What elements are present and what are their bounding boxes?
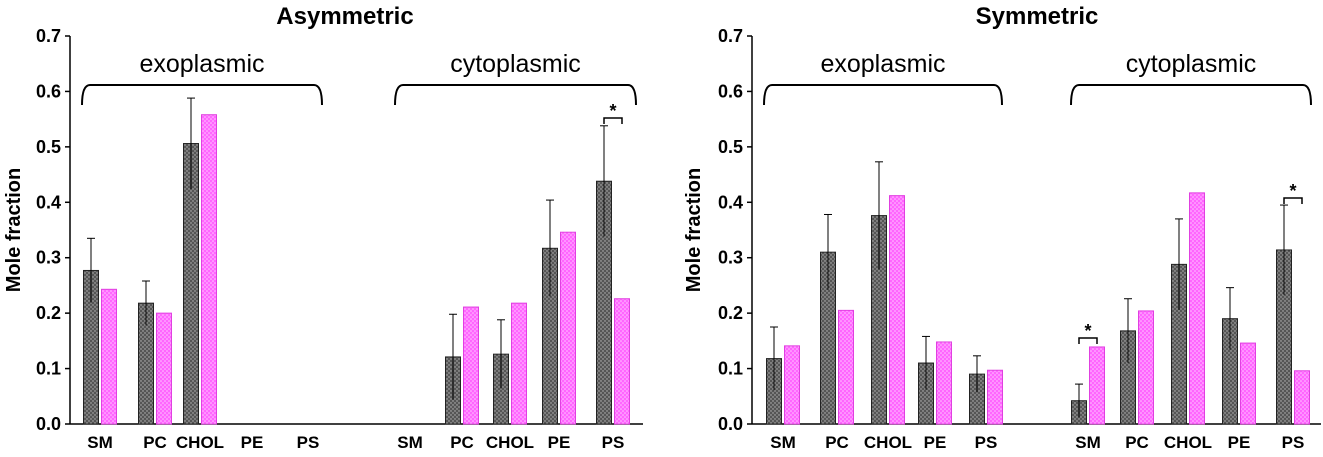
- x-tick-label: CHOL: [176, 433, 224, 452]
- x-tick-label: PS: [602, 433, 625, 452]
- y-tick-label: 0.2: [718, 303, 743, 323]
- significance-bracket: [1078, 337, 1098, 344]
- significance-marker: *: [1289, 181, 1296, 201]
- x-tick-label: SM: [397, 433, 423, 452]
- bar: [838, 309, 854, 425]
- y-tick-label: 0.5: [36, 137, 61, 157]
- y-tick-label: 0.3: [36, 248, 61, 268]
- bar: [1189, 192, 1205, 425]
- group-label: exoplasmic: [820, 50, 945, 78]
- y-tick-label: 0.6: [718, 81, 743, 101]
- bar: [463, 306, 479, 425]
- bar: [511, 302, 527, 425]
- bar: [614, 298, 630, 425]
- y-tick-label: 0.3: [718, 248, 743, 268]
- x-tick-label: CHOL: [1164, 433, 1212, 452]
- x-tick-label: PE: [1228, 433, 1251, 452]
- bar: [889, 195, 905, 425]
- bar: [784, 345, 800, 425]
- significance-bracket: [603, 117, 623, 124]
- group-bracket: [394, 84, 637, 106]
- x-tick-label: PS: [975, 433, 998, 452]
- x-tick-label: SM: [1075, 433, 1101, 452]
- x-tick-label: PC: [1125, 433, 1149, 452]
- bar: [936, 341, 952, 425]
- group-label: cytoplasmic: [1126, 50, 1257, 78]
- y-tick-label: 0.5: [718, 137, 743, 157]
- significance-marker: *: [1084, 321, 1091, 341]
- x-tick-label: PE: [548, 433, 571, 452]
- chart-title: Symmetric: [976, 3, 1099, 30]
- y-tick-label: 0.7: [36, 26, 61, 46]
- y-tick-label: 0.2: [36, 303, 61, 323]
- y-tick-label: 0.0: [36, 414, 61, 434]
- y-tick-label: 0.1: [718, 359, 743, 379]
- bar: [201, 114, 217, 425]
- y-tick-label: 0.1: [36, 359, 61, 379]
- bar: [1138, 310, 1154, 425]
- x-tick-label: PC: [450, 433, 474, 452]
- y-tick-label: 0.7: [718, 26, 743, 46]
- y-tick-label: 0.4: [36, 192, 61, 212]
- x-tick-label: PE: [924, 433, 947, 452]
- bar: [156, 312, 172, 425]
- bar: [560, 231, 576, 425]
- x-tick-label: PS: [1282, 433, 1305, 452]
- group-label: exoplasmic: [139, 50, 264, 78]
- x-tick-label: SM: [770, 433, 796, 452]
- x-tick-label: PC: [143, 433, 167, 452]
- chart-panel-asymmetric: Asymmetric Mole fraction 0.0 0.1 0.2 0.3 0.4 0.…: [3, 3, 643, 452]
- y-axis-label: Mole fraction: [683, 168, 705, 292]
- y-axis-label: Mole fraction: [3, 168, 25, 292]
- significance-bracket: [1283, 197, 1303, 204]
- x-tick-label: PE: [241, 433, 264, 452]
- y-tick-label: 0.0: [718, 414, 743, 434]
- significance-marker: *: [609, 101, 616, 121]
- chart-title: Asymmetric: [276, 3, 413, 30]
- y-tick-label: 0.6: [36, 81, 61, 101]
- group-bracket: [81, 84, 323, 106]
- bar: [1240, 342, 1256, 425]
- group-label: cytoplasmic: [450, 50, 581, 78]
- bar: [1294, 370, 1310, 425]
- x-tick-label: SM: [87, 433, 113, 452]
- bar: [101, 288, 117, 425]
- x-tick-label: CHOL: [486, 433, 534, 452]
- y-tick-label: 0.4: [718, 192, 743, 212]
- x-tick-label: PC: [825, 433, 849, 452]
- chart-panel-symmetric: Symmetric Mole fraction 0.0 0.1 0.2 0.3 0.4 0.5…: [683, 3, 1321, 452]
- x-tick-label: PS: [297, 433, 320, 452]
- group-bracket: [763, 84, 1003, 106]
- bar: [1089, 346, 1105, 425]
- bar: [987, 369, 1003, 425]
- group-bracket: [1070, 84, 1312, 106]
- x-tick-label: CHOL: [864, 433, 912, 452]
